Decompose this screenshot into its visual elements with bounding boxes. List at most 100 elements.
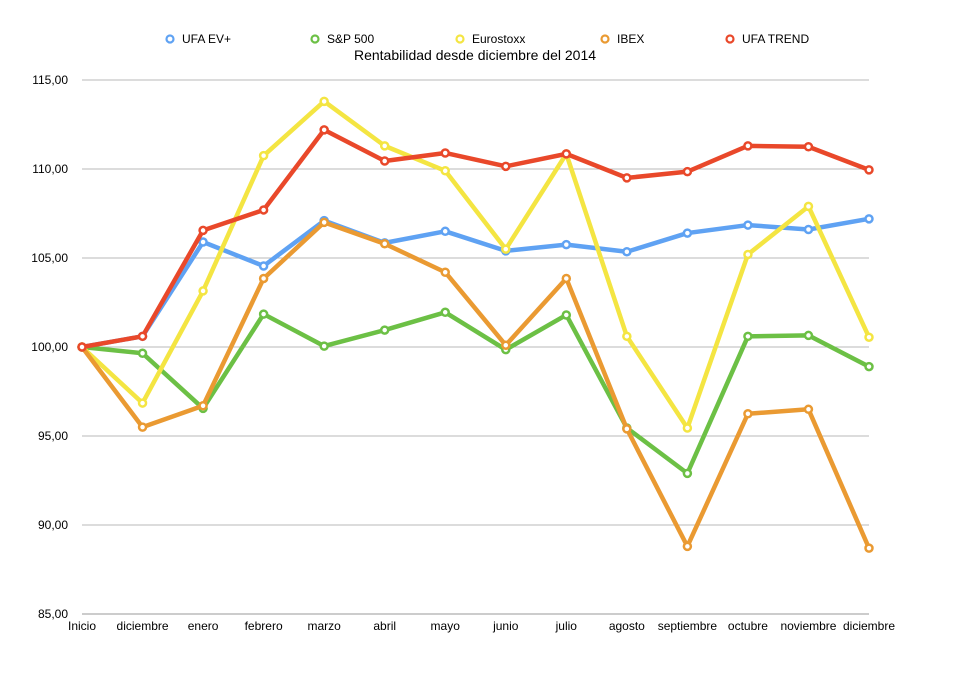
data-point (682, 228, 693, 238)
data-point (743, 409, 753, 419)
data-point (682, 468, 693, 479)
data-point (864, 214, 874, 224)
y-tick-label: 105,00 (31, 251, 68, 265)
chart-title: Rentabilidad desde diciembre del 2014 (354, 47, 596, 63)
legend-item: UFA TREND (725, 32, 809, 46)
legend-label: IBEX (617, 32, 644, 46)
data-point (258, 261, 269, 271)
data-point (440, 166, 450, 176)
legend-label: Eurostoxx (472, 32, 525, 46)
data-point (137, 348, 148, 358)
data-point (864, 543, 874, 553)
legend-item: Eurostoxx (455, 32, 525, 46)
y-tick-label: 85,00 (38, 607, 68, 621)
data-point (622, 247, 632, 257)
y-axis: 85,00 90,00 95,00 100,00 105,00 110,00 115,00 (31, 73, 68, 621)
data-point (258, 309, 269, 319)
legend-marker-icon (725, 34, 735, 44)
series-line (80, 220, 872, 550)
data-point (198, 237, 208, 247)
series-line (80, 99, 872, 431)
x-tick-label: diciembre (843, 619, 895, 633)
data-point (501, 161, 511, 172)
data-point (743, 331, 753, 342)
data-point (77, 342, 87, 352)
x-tick-label: septiembre (658, 619, 718, 633)
series-line (81, 127, 870, 350)
series-line (81, 216, 870, 350)
data-point (561, 310, 572, 320)
legend-marker-icon (455, 34, 465, 44)
data-point (864, 165, 874, 175)
series-line (81, 310, 871, 476)
data-point (137, 422, 148, 432)
legend-label: UFA EV+ (182, 32, 231, 46)
data-point (743, 220, 753, 230)
data-point (379, 239, 390, 249)
data-point (622, 173, 632, 183)
data-point (561, 273, 572, 284)
series-ufa-trend (77, 125, 874, 352)
data-point (258, 205, 269, 215)
data-point (379, 156, 390, 166)
series-ibex (77, 217, 874, 553)
legend: UFA EV+ S&P 500 Eurostoxx IBEX UFA TREND (165, 32, 809, 46)
x-tick-label: abril (373, 619, 396, 633)
legend-item: S&P 500 (310, 32, 374, 46)
x-tick-label: noviembre (780, 619, 836, 633)
data-point (379, 325, 390, 335)
series-lines (77, 96, 874, 553)
x-tick-label: Inicio (68, 619, 96, 633)
data-point (743, 249, 753, 260)
data-point (440, 148, 450, 158)
x-tick-label: junio (492, 619, 519, 633)
legend-label: UFA TREND (742, 32, 809, 46)
data-point (440, 307, 450, 318)
data-point (803, 201, 814, 212)
data-point (803, 224, 814, 235)
data-point (319, 96, 329, 107)
x-tick-label: marzo (307, 619, 341, 633)
data-point (682, 166, 693, 177)
data-point (682, 541, 693, 552)
data-point (561, 239, 572, 250)
x-tick-label: octubre (728, 619, 768, 633)
legend-label: S&P 500 (327, 32, 374, 46)
data-point (622, 331, 632, 342)
legend-marker-icon (165, 34, 175, 44)
data-point (440, 226, 450, 237)
x-tick-label: diciembre (117, 619, 169, 633)
y-tick-label: 115,00 (32, 73, 68, 87)
data-point (501, 340, 511, 350)
data-point (743, 141, 753, 151)
y-tick-label: 90,00 (38, 518, 68, 532)
legend-item: IBEX (600, 32, 644, 46)
series-eurostoxx (77, 96, 874, 433)
x-tick-label: febrero (245, 619, 283, 633)
data-point (440, 267, 450, 277)
data-point (258, 273, 269, 284)
data-point (319, 217, 329, 228)
legend-marker-icon (600, 34, 610, 44)
x-tick-label: julio (555, 619, 578, 633)
data-point (864, 332, 874, 342)
data-point (379, 141, 390, 151)
data-point (622, 424, 632, 434)
legend-marker-icon (310, 34, 320, 44)
data-point (803, 404, 814, 415)
x-tick-label: enero (188, 619, 219, 633)
x-axis: Inicio diciembre enero febrero marzo abril may… (68, 619, 895, 633)
x-tick-label: agosto (609, 619, 645, 633)
data-point (137, 331, 148, 342)
y-tick-label: 100,00 (31, 340, 68, 354)
data-point (864, 361, 874, 372)
data-point (319, 341, 329, 351)
x-tick-label: mayo (431, 619, 461, 633)
data-point (198, 400, 208, 411)
data-point (803, 142, 814, 152)
data-point (501, 244, 511, 254)
data-point (198, 225, 208, 236)
y-tick-label: 110,00 (32, 162, 68, 176)
legend-item: UFA EV+ (165, 32, 231, 46)
